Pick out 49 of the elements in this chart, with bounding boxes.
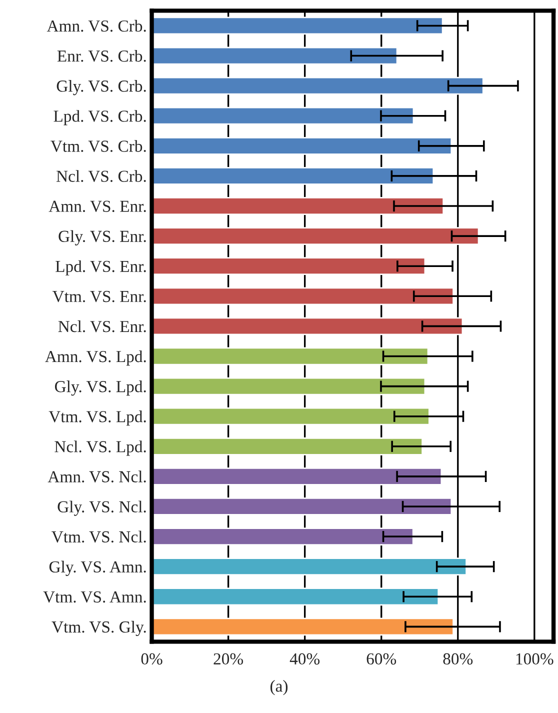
y-tick-label: Vtm. VS. Ncl. [52, 530, 146, 543]
y-tick-label: Lpd. VS. Enr. [56, 260, 146, 276]
bar [152, 257, 426, 276]
text: (a) [270, 680, 288, 696]
y-tick-label: Vtm. VS. Enr. [52, 290, 146, 302]
y-tick-label: Amn. VS. Lpd. [45, 350, 146, 366]
y-tick-label: Ncl. VS. Lpd. [54, 440, 146, 456]
y-tick-label: Vtm. VS. Gly. [52, 620, 146, 636]
bar [152, 46, 398, 65]
y-tick-label: Vtm. VS. Lpd. [48, 410, 146, 426]
y-tick-label: Amn. VS. Crb. [46, 20, 146, 32]
bar [152, 106, 414, 125]
bar [152, 467, 442, 486]
bar [152, 528, 414, 546]
bar [152, 167, 434, 185]
y-tick-label: Lpd. VS. Crb. [54, 110, 146, 126]
y-tick-label: Gly. VS. Amn. [49, 560, 146, 576]
y-tick-label: Gly. VS. Enr. [58, 230, 146, 246]
bar [152, 197, 444, 215]
x-tick-label: 40% [290, 653, 320, 665]
x-tick-label: 100% [516, 653, 554, 665]
bar [152, 437, 423, 456]
bar [152, 558, 467, 576]
x-tick-label: 20% [214, 653, 244, 665]
bar [152, 588, 440, 606]
y-tick-label: Amn. VS. Ncl. [48, 470, 146, 482]
bar [152, 317, 464, 336]
x-tick-label: 0% [141, 653, 162, 665]
bar [152, 618, 454, 636]
bar [152, 136, 452, 155]
bar [152, 498, 452, 516]
bar [152, 287, 454, 306]
bar [152, 377, 426, 396]
y-tick-label: Gly. VS. Crb. [56, 80, 146, 96]
y-tick-label: Ncl. VS. Crb. [56, 170, 146, 182]
bar [152, 347, 429, 366]
y-tick-label: Vtm. VS. Amn. [43, 591, 146, 603]
bar [152, 407, 430, 426]
y-tick-label: Gly. VS. Lpd. [54, 380, 146, 396]
y-tick-label: Ncl. VS. Enr. [58, 320, 146, 332]
y-tick-label: Vtm. VS. Crb. [50, 140, 146, 152]
y-tick-label: Enr. VS. Crb. [57, 50, 146, 62]
x-tick-label: 80% [443, 653, 473, 665]
bar [152, 227, 480, 246]
y-tick-label: Gly. VS. Ncl. [58, 500, 146, 516]
bar [152, 16, 444, 35]
y-tick-label: Amn. VS. Enr. [48, 200, 146, 212]
x-tick-label: 60% [366, 653, 396, 665]
bar [152, 76, 484, 95]
